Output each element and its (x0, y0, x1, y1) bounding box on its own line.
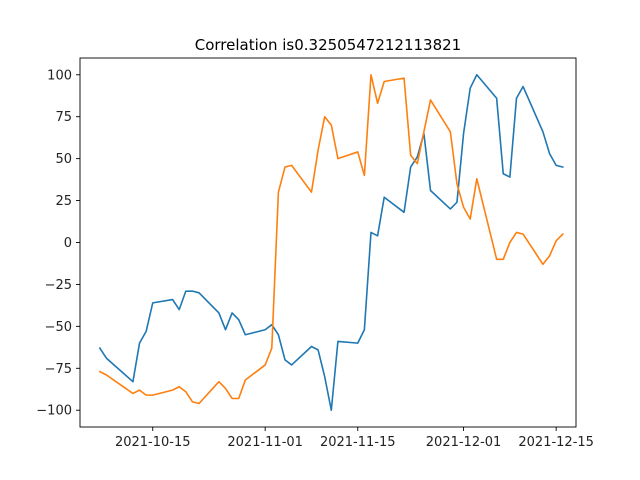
chart-title: Correlation is0.3250547212113821 (195, 36, 461, 54)
y-tick-label: 100 (47, 68, 72, 83)
x-tick-label: 2021-11-15 (320, 435, 396, 450)
series-line-1 (98, 73, 564, 412)
y-tick-label: 0 (64, 236, 72, 251)
x-tick-label: 2021-10-15 (115, 435, 191, 450)
y-tick-label: −75 (45, 362, 72, 377)
y-tick-label: −25 (45, 278, 72, 293)
axes-layer: 100 75 50 25 0 −25 −50 −75 −100 2021-10-15 2021-11… (36, 57, 594, 450)
x-tick-label: 2021-12-01 (426, 435, 502, 450)
x-tick-label: 2021-11-01 (227, 435, 303, 450)
y-tick-label: 25 (55, 194, 72, 209)
series-line-2 (98, 73, 564, 405)
y-tick-label: −100 (36, 404, 72, 419)
series-layer (98, 73, 564, 412)
y-tick-label: 75 (55, 110, 72, 125)
y-tick-label: 50 (55, 152, 72, 167)
y-tick-label: −50 (45, 320, 72, 335)
x-tick-label: 2021-12-15 (518, 435, 594, 450)
